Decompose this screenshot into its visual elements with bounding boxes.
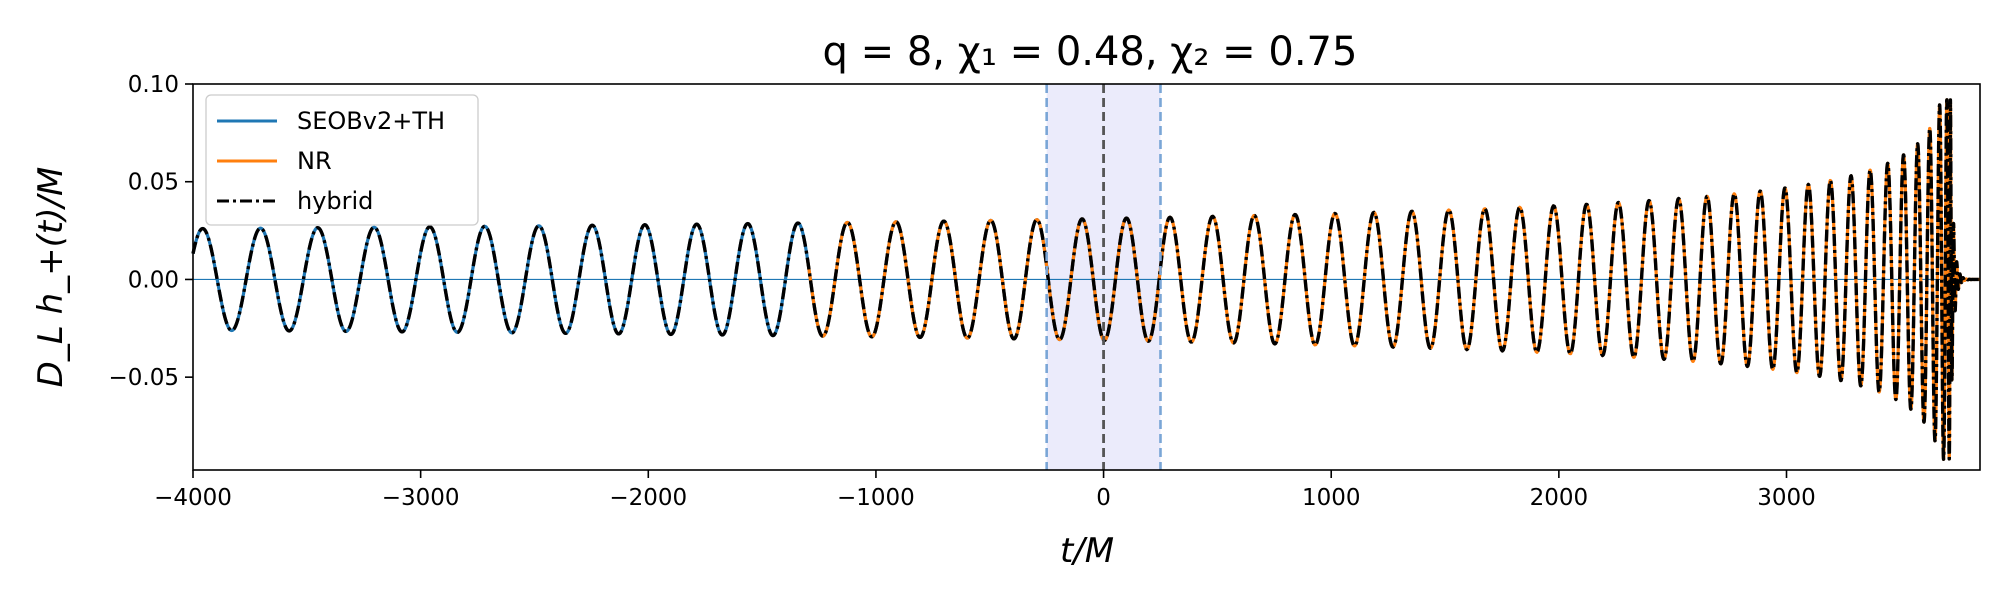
legend: SEOBv2+TH NR hybrid xyxy=(205,94,479,226)
x-tick-label: −4000 xyxy=(154,485,232,511)
x-tick-label: 1000 xyxy=(1302,485,1361,511)
legend-box xyxy=(205,94,479,226)
y-tick-label: 0.00 xyxy=(128,267,179,293)
x-axis-label: t/M xyxy=(1060,531,1114,571)
x-axis: −4000 −3000 −2000 −1000 0 1000 2000 3000 xyxy=(154,470,1816,511)
y-tick-label: 0.10 xyxy=(128,72,179,98)
x-tick-label: 2000 xyxy=(1530,485,1589,511)
y-axis: −0.05 0.00 0.05 0.10 xyxy=(109,72,193,391)
chart-title: q = 8, χ₁ = 0.48, χ₂ = 0.75 xyxy=(823,29,1358,75)
legend-label-nr: NR xyxy=(297,147,332,175)
series-hybrid-line xyxy=(191,98,1982,461)
x-tick-label: 3000 xyxy=(1757,485,1816,511)
y-axis-label: D_L h_+(t)/M xyxy=(31,167,71,388)
x-tick-label: −1000 xyxy=(837,485,915,511)
x-tick-label: 0 xyxy=(1096,485,1111,511)
legend-label-hybrid: hybrid xyxy=(297,187,373,215)
y-tick-label: −0.05 xyxy=(109,365,179,391)
x-tick-label: −2000 xyxy=(609,485,687,511)
plot-area xyxy=(191,84,1982,470)
axes-frame xyxy=(192,83,1981,471)
legend-label-seob: SEOBv2+TH xyxy=(297,107,445,135)
y-tick-label: 0.05 xyxy=(128,170,179,196)
x-tick-label: −3000 xyxy=(382,485,460,511)
